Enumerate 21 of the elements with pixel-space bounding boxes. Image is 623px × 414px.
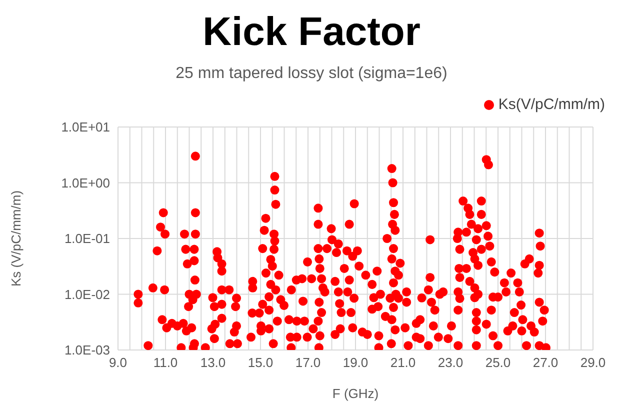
x-tick-label: 29.0 [580, 355, 606, 370]
x-tick-label: 25.0 [485, 355, 511, 370]
x-tick-label: 23.0 [438, 355, 464, 370]
y-tick-label: 1.0E-01 [64, 231, 110, 246]
x-tick-label: 11.0 [153, 355, 178, 370]
x-tick-label: 21.0 [390, 355, 416, 370]
y-axis-title: Ks (V/pC/mm/m) [8, 190, 24, 287]
y-tick-label: 1.0E+00 [61, 175, 110, 190]
y-tick-label: 1.0E-02 [64, 286, 110, 302]
x-tick-label: 19.0 [342, 355, 368, 370]
chart-title: Kick Factor [202, 9, 422, 56]
legend-label: Ks(V/pC/mm/m) [498, 96, 605, 113]
x-tick-label: 15.0 [248, 355, 274, 370]
x-tick-label: 27.0 [532, 355, 558, 370]
chart-subtitle: 25 mm tapered lossy slot (sigma=1e6) [174, 64, 448, 84]
y-tick-label: 1.0E-03 [64, 342, 110, 358]
x-axis-title: F (GHz) [332, 386, 379, 401]
y-tick-label: 1.0E+01 [61, 120, 110, 135]
x-tick-label: 17.0 [295, 355, 321, 370]
x-tick-label: 13.0 [200, 355, 226, 370]
x-tick-label: 9.0 [108, 355, 128, 370]
